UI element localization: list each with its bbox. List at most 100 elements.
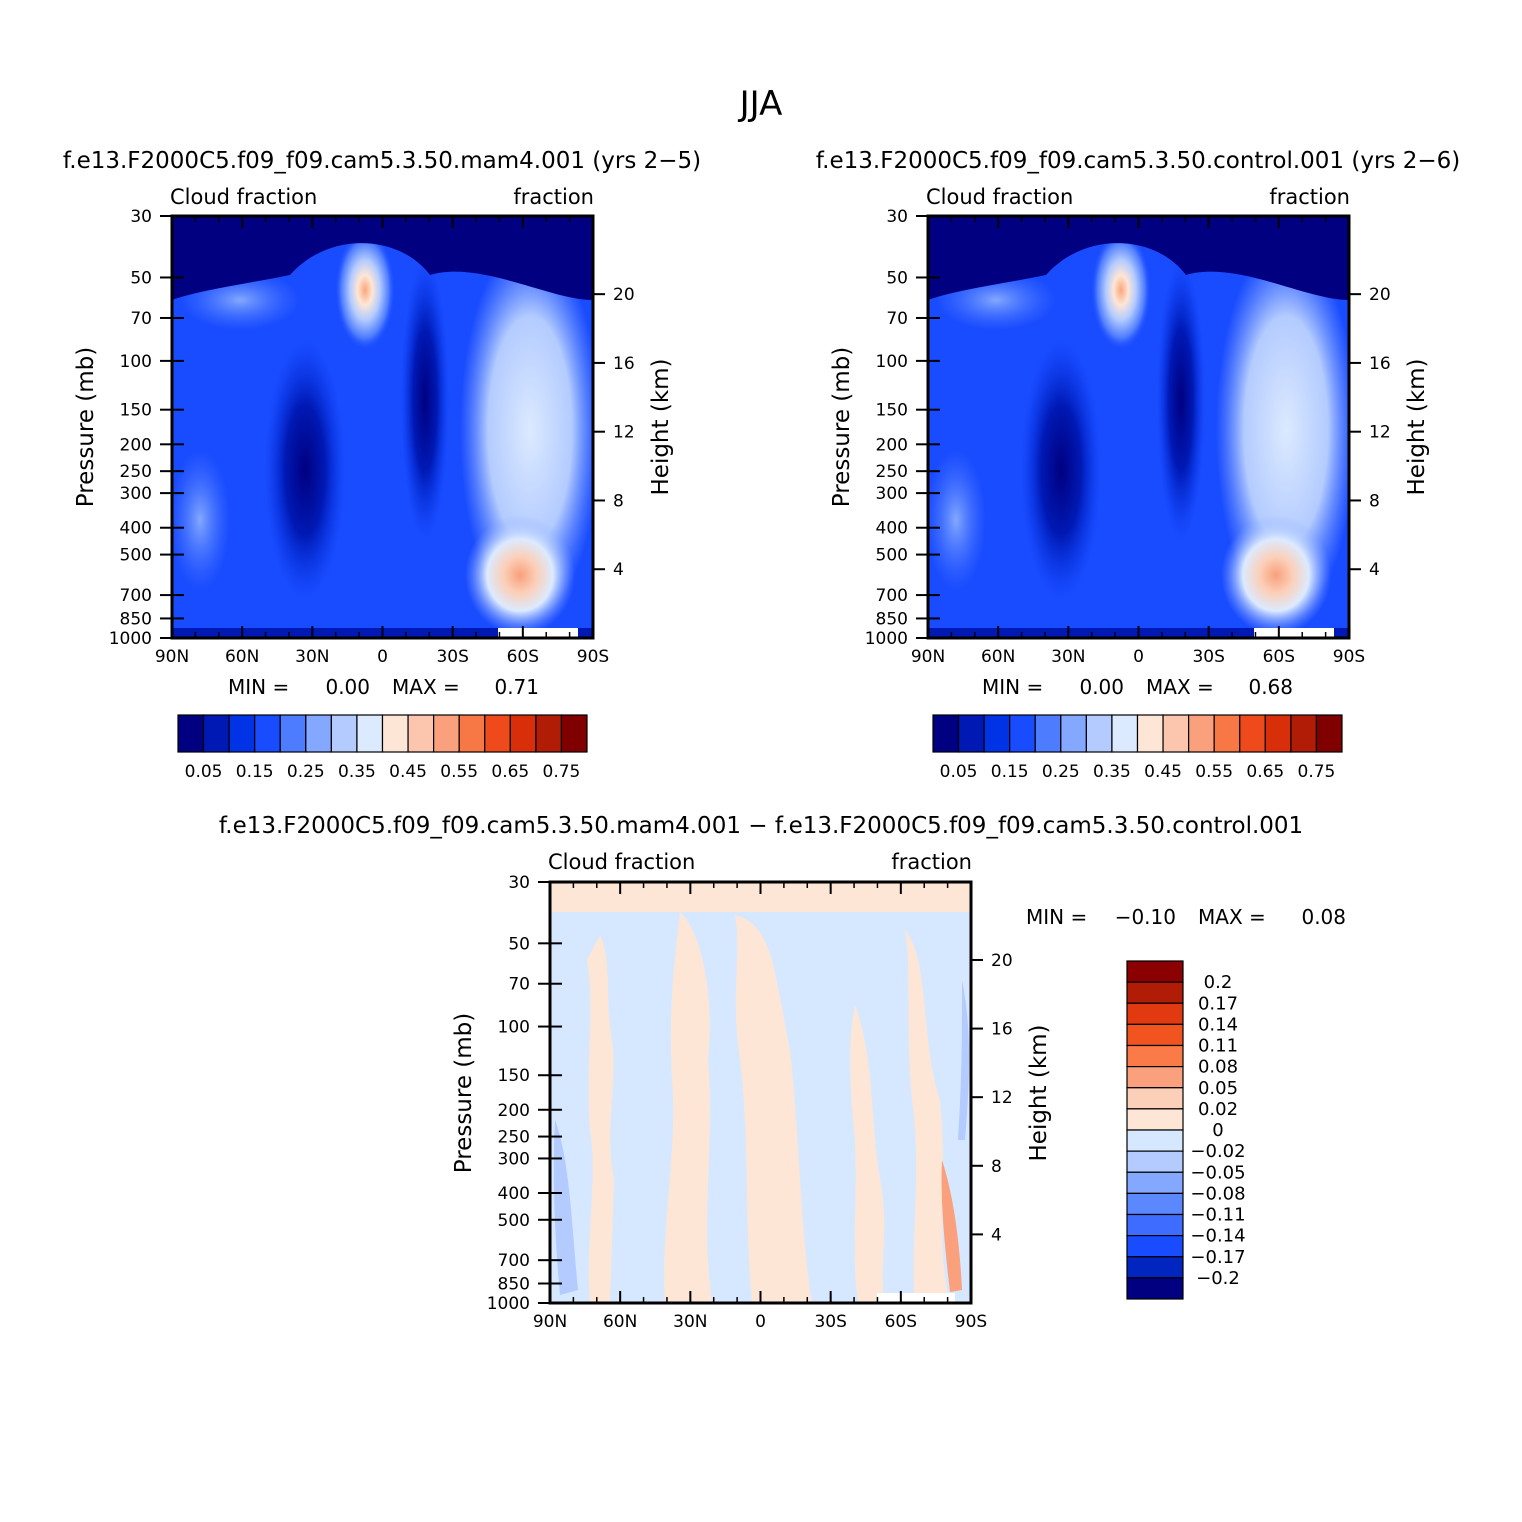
y-tick-label: 500 xyxy=(120,546,152,566)
colorbar-box xyxy=(484,714,511,753)
x-tick-label: 0 xyxy=(755,1312,766,1332)
colorbar-label: −0.02 xyxy=(1190,1141,1245,1162)
y2-tick-label: 4 xyxy=(1369,560,1380,580)
panel-control: f.e13.F2000C5.f09_f09.cam5.3.50.control.… xyxy=(816,148,1460,782)
panel-difference: f.e13.F2000C5.f09_f09.cam5.3.50.mam4.001… xyxy=(219,813,1346,1332)
y-tick-label: 850 xyxy=(498,1274,530,1294)
x-tick-label: 60S xyxy=(507,647,539,667)
colorbar-box xyxy=(433,714,460,753)
colorbar: 0.05 0.15 0.25 0.35 0.45 0.55 0.65 0.75 xyxy=(177,714,588,782)
y-tick-label: 70 xyxy=(886,309,908,329)
colorbar-box xyxy=(1009,714,1036,753)
colorbar-box xyxy=(1290,714,1318,753)
colorbar-box xyxy=(957,714,985,753)
colorbar-box xyxy=(458,714,486,753)
colorbar-box xyxy=(228,714,256,753)
colorbar-label: 0.02 xyxy=(1198,1099,1238,1120)
x-tick-label: 60S xyxy=(885,1312,917,1332)
y-tick-label: 150 xyxy=(498,1066,530,1086)
colorbar-box xyxy=(1126,1150,1184,1173)
colorbar-box xyxy=(356,714,384,753)
y2-tick-label: 20 xyxy=(613,285,635,305)
y-tick-label: 850 xyxy=(120,609,152,629)
colorbar-label: 0.17 xyxy=(1198,993,1238,1014)
y2-tick-label: 20 xyxy=(1369,285,1391,305)
y2-tick-label: 8 xyxy=(991,1157,1002,1177)
colorbar-box xyxy=(1126,1108,1184,1131)
x-tick-label: 0 xyxy=(377,647,388,667)
y2-tick-label: 4 xyxy=(991,1225,1002,1245)
colorbar-box xyxy=(1060,714,1087,753)
y-tick-label: 1000 xyxy=(109,629,152,649)
colorbar-label: 0.15 xyxy=(236,762,274,782)
x-tick-label: 90N xyxy=(911,647,945,667)
colorbar-box xyxy=(932,714,960,753)
y-tick-label: 700 xyxy=(120,586,152,606)
colorbar-box xyxy=(560,714,588,753)
y-tick-label: 300 xyxy=(498,1149,530,1169)
colorbar-label: 0.05 xyxy=(1198,1078,1238,1099)
y-tick-label: 500 xyxy=(498,1211,530,1231)
colorbar-label: 0.25 xyxy=(287,762,325,782)
colorbar-label: 0.35 xyxy=(1093,762,1131,782)
max-value: 0.68 xyxy=(1248,675,1293,699)
colorbar-box xyxy=(1126,1235,1184,1258)
colorbar-box xyxy=(279,714,307,753)
min-label: MIN = xyxy=(982,675,1043,699)
colorbar-box xyxy=(1126,960,1184,983)
y-tick-label: 30 xyxy=(130,207,152,227)
colorbar-label: 0.65 xyxy=(1246,762,1284,782)
colorbar-box xyxy=(1126,1129,1184,1152)
colorbar-box xyxy=(1213,714,1241,753)
colorbar-box xyxy=(1126,1277,1184,1300)
x-tick-label: 90N xyxy=(533,1312,567,1332)
colorbar-box xyxy=(381,714,409,753)
y-tick-label: 100 xyxy=(120,352,152,372)
colorbar-box xyxy=(535,714,563,753)
colorbar-box xyxy=(254,714,281,753)
y-tick-label: 250 xyxy=(498,1128,530,1148)
y-tick-label: 700 xyxy=(498,1251,530,1271)
colorbar-box xyxy=(1126,981,1184,1004)
colorbar-label: 0.05 xyxy=(185,762,223,782)
y-axis-label: Pressure (mb) xyxy=(451,1013,477,1173)
x-tick-label: 60N xyxy=(225,647,259,667)
y-tick-label: 30 xyxy=(508,873,530,893)
x-tick-label: 30N xyxy=(1051,647,1085,667)
max-value: 0.08 xyxy=(1301,905,1346,929)
y-tick-label: 200 xyxy=(498,1101,530,1121)
y-tick-label: 500 xyxy=(876,546,908,566)
colorbar-box xyxy=(177,714,205,753)
y-tick-label: 70 xyxy=(130,309,152,329)
x-tick-label: 30N xyxy=(295,647,329,667)
panel-title: f.e13.F2000C5.f09_f09.cam5.3.50.mam4.001… xyxy=(63,148,701,174)
y-tick-label: 1000 xyxy=(865,629,908,649)
contour-field xyxy=(928,216,1349,638)
colorbar-label: −0.11 xyxy=(1190,1205,1245,1226)
y2-tick-label: 12 xyxy=(613,423,635,443)
min-label: MIN = xyxy=(1026,905,1087,929)
y-tick-label: 400 xyxy=(498,1184,530,1204)
colorbar-label: 0.35 xyxy=(338,762,376,782)
colorbar-label: 0 xyxy=(1212,1120,1223,1141)
colorbar-label: 0.08 xyxy=(1198,1057,1238,1078)
y-tick-label: 50 xyxy=(130,268,152,288)
x-tick-label: 90S xyxy=(577,647,609,667)
colorbar-box xyxy=(202,714,230,753)
y2-tick-label: 4 xyxy=(613,560,624,580)
colorbar-box xyxy=(1126,1213,1184,1237)
y-tick-label: 70 xyxy=(508,975,530,995)
y-tick-label: 250 xyxy=(876,462,908,482)
y-tick-label: 100 xyxy=(498,1018,530,1038)
y-tick-label: 700 xyxy=(876,586,908,606)
y-tick-label: 30 xyxy=(886,207,908,227)
colorbar-box xyxy=(1126,1256,1184,1279)
y-tick-label: 850 xyxy=(876,609,908,629)
colorbar-label: 0.2 xyxy=(1204,972,1233,993)
max-label: MAX = xyxy=(392,675,460,699)
colorbar-label: −0.08 xyxy=(1190,1183,1245,1204)
y2-tick-label: 8 xyxy=(613,491,624,511)
y2-tick-label: 12 xyxy=(1369,423,1391,443)
y-tick-label: 100 xyxy=(876,352,908,372)
